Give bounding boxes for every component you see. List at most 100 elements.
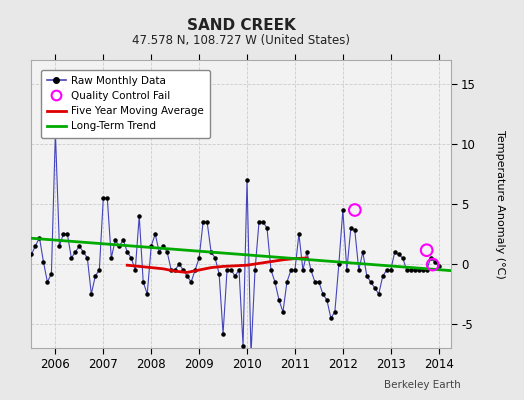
Point <box>215 270 223 277</box>
Point <box>131 267 139 273</box>
Point <box>251 267 259 273</box>
Point <box>211 255 219 261</box>
Point <box>422 267 431 273</box>
Point <box>175 261 183 267</box>
Point <box>83 255 92 261</box>
Point <box>307 267 315 273</box>
Point <box>395 251 403 258</box>
Point <box>414 267 423 273</box>
Point <box>315 279 323 285</box>
Point <box>187 279 195 285</box>
Point <box>155 249 163 255</box>
Point <box>12 225 20 231</box>
Point <box>23 267 31 273</box>
Point <box>367 279 375 285</box>
Point <box>347 225 355 231</box>
Point <box>335 261 343 267</box>
Point <box>87 291 95 297</box>
Point <box>127 255 135 261</box>
Legend: Raw Monthly Data, Quality Control Fail, Five Year Moving Average, Long-Term Tren: Raw Monthly Data, Quality Control Fail, … <box>41 70 210 138</box>
Point <box>287 267 295 273</box>
Point <box>319 291 327 297</box>
Point <box>163 249 171 255</box>
Point <box>51 129 60 135</box>
Point <box>147 243 156 249</box>
Point <box>263 225 271 231</box>
Point <box>419 267 427 273</box>
Point <box>19 255 28 261</box>
Point <box>410 267 419 273</box>
Point <box>378 273 387 279</box>
Point <box>291 267 299 273</box>
Point <box>43 279 51 285</box>
Point <box>71 249 80 255</box>
Point <box>139 279 147 285</box>
Point <box>331 309 339 315</box>
Point <box>191 267 199 273</box>
Text: SAND CREEK: SAND CREEK <box>187 18 296 33</box>
Point <box>59 231 68 237</box>
Point <box>107 255 115 261</box>
Y-axis label: Temperature Anomaly (°C): Temperature Anomaly (°C) <box>495 130 505 278</box>
Point <box>390 249 399 255</box>
Point <box>311 279 319 285</box>
Point <box>267 267 275 273</box>
Point <box>203 219 211 225</box>
Point <box>323 297 331 303</box>
Point <box>299 267 307 273</box>
Point <box>434 263 443 270</box>
Point <box>383 267 391 273</box>
Point <box>239 342 247 349</box>
Point <box>159 243 167 249</box>
Point <box>294 231 303 237</box>
Point <box>422 247 431 254</box>
Point <box>123 249 132 255</box>
Point <box>111 237 119 243</box>
Point <box>135 213 144 219</box>
Text: Berkeley Earth: Berkeley Earth <box>385 380 461 390</box>
Point <box>27 251 36 258</box>
Point <box>183 273 191 279</box>
Point <box>271 279 279 285</box>
Point <box>39 258 48 265</box>
Point <box>119 237 127 243</box>
Point <box>363 273 371 279</box>
Point <box>399 255 407 261</box>
Point <box>351 207 359 213</box>
Point <box>151 231 159 237</box>
Point <box>67 255 75 261</box>
Point <box>339 207 347 213</box>
Point <box>35 234 43 241</box>
Point <box>219 330 227 337</box>
Point <box>370 285 379 291</box>
Point <box>179 267 188 273</box>
Point <box>375 291 383 297</box>
Point <box>351 227 359 234</box>
Point <box>279 309 287 315</box>
Point <box>247 351 255 357</box>
Point <box>47 270 56 277</box>
Point <box>303 249 311 255</box>
Point <box>255 219 263 225</box>
Point <box>326 315 335 321</box>
Point <box>407 267 415 273</box>
Point <box>358 249 367 255</box>
Point <box>91 273 100 279</box>
Point <box>429 262 437 268</box>
Point <box>227 267 235 273</box>
Point <box>195 255 203 261</box>
Point <box>103 195 112 201</box>
Point <box>207 249 215 255</box>
Point <box>199 219 208 225</box>
Point <box>31 243 40 249</box>
Point <box>235 267 243 273</box>
Point <box>231 273 239 279</box>
Text: 47.578 N, 108.727 W (United States): 47.578 N, 108.727 W (United States) <box>132 34 350 47</box>
Point <box>243 177 251 183</box>
Point <box>7 231 16 237</box>
Point <box>79 249 88 255</box>
Point <box>99 195 107 201</box>
Point <box>431 258 439 265</box>
Point <box>75 243 83 249</box>
Point <box>143 291 151 297</box>
